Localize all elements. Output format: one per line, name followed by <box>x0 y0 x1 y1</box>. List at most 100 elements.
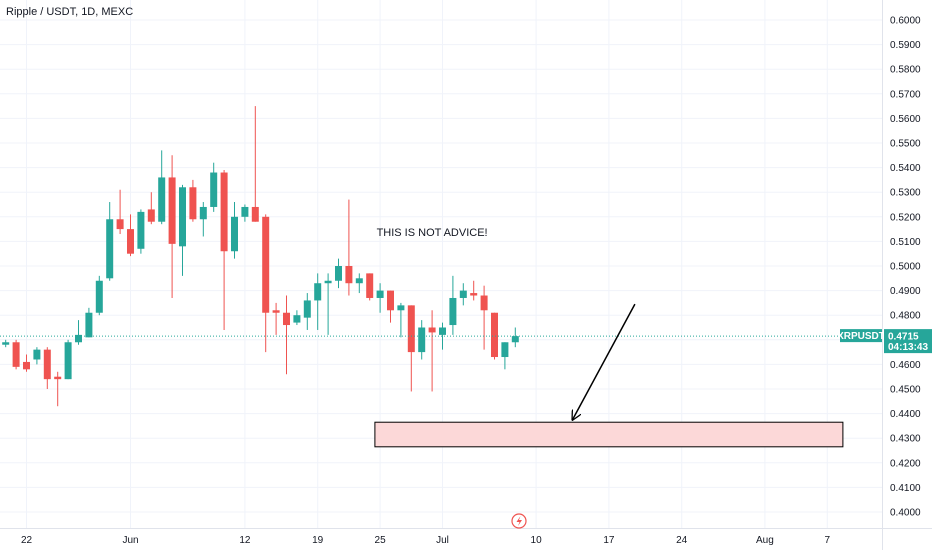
candle <box>397 302 405 338</box>
candle <box>283 295 290 375</box>
y-tick-label: 0.5500 <box>890 139 921 150</box>
candle <box>251 106 259 222</box>
candle-body <box>64 342 72 380</box>
arrow-drawing[interactable] <box>573 303 636 420</box>
support-zone[interactable] <box>374 421 844 448</box>
x-tick-label: Aug <box>756 535 774 546</box>
candle <box>189 179 197 222</box>
candle <box>241 204 249 222</box>
candle-body <box>75 334 82 343</box>
candle <box>480 285 488 350</box>
candle <box>12 339 20 370</box>
candle-body <box>231 216 238 252</box>
x-tick-label: Jul <box>436 535 449 546</box>
candle-body <box>106 219 114 279</box>
candle <box>64 339 72 380</box>
candle-body <box>470 293 478 296</box>
candle-body <box>189 187 197 220</box>
candle-body <box>2 342 10 345</box>
candle-body <box>397 305 405 311</box>
x-tick-label: 17 <box>603 535 615 546</box>
candle-body <box>127 229 134 254</box>
lightning-icon[interactable] <box>511 513 527 529</box>
y-tick-label: 0.4800 <box>890 311 921 322</box>
candle-body <box>387 290 394 311</box>
candle-body <box>54 376 62 380</box>
x-tick-label: 19 <box>312 535 324 546</box>
candle-body <box>251 206 259 222</box>
candle <box>355 273 363 294</box>
candle-body <box>43 349 51 380</box>
candle-body <box>407 305 415 353</box>
candle-body <box>220 172 228 252</box>
candle <box>220 170 228 330</box>
candle <box>168 155 176 298</box>
candle <box>501 342 509 370</box>
x-tick-label: 25 <box>375 535 387 546</box>
candle <box>345 199 353 296</box>
candle <box>439 322 446 350</box>
y-tick-label: 0.5100 <box>890 237 921 248</box>
candle <box>137 209 145 254</box>
candle-body <box>449 297 457 326</box>
candle-body <box>95 280 103 313</box>
y-tick-label: 0.5700 <box>890 89 921 100</box>
x-tick-label: 7 <box>825 535 831 546</box>
y-tick-label: 0.5300 <box>890 188 921 199</box>
candle-body <box>158 177 166 222</box>
candle <box>428 310 436 392</box>
y-tick-label: 0.5400 <box>890 163 921 174</box>
lightning-icon-bolt <box>516 516 522 526</box>
candle-body <box>283 312 290 326</box>
candle-body <box>324 280 332 284</box>
y-tick-label: 0.4400 <box>890 409 921 420</box>
price-tag-box <box>884 329 932 354</box>
x-tick-label: 22 <box>21 535 33 546</box>
candle <box>210 162 218 212</box>
y-tick-label: 0.4600 <box>890 360 921 371</box>
candle-body <box>491 312 498 358</box>
candle <box>23 354 30 372</box>
symbol-title: Ripple / USDT, 1D, MEXC <box>6 6 133 18</box>
candle-body <box>376 290 384 298</box>
candle-body <box>355 278 363 284</box>
candle-body <box>428 327 436 333</box>
candle <box>491 312 498 360</box>
candle <box>366 273 374 301</box>
candle-body <box>345 266 353 284</box>
candle <box>158 150 166 225</box>
candle <box>459 283 467 306</box>
candle-body <box>439 327 446 335</box>
x-tick-label: 24 <box>676 535 688 546</box>
candle <box>303 293 311 330</box>
candle <box>127 214 134 257</box>
candle-body <box>137 211 145 249</box>
candle <box>407 305 415 392</box>
y-tick-label: 0.4500 <box>890 385 921 396</box>
candle-body <box>303 300 311 318</box>
candle <box>54 371 62 407</box>
annotation-text[interactable]: THIS IS NOT ADVICE! <box>377 227 488 239</box>
candle <box>449 275 457 335</box>
y-tick-label: 0.4200 <box>890 458 921 469</box>
candle <box>147 192 155 225</box>
candle <box>179 184 186 276</box>
candle <box>293 310 301 326</box>
candle-body <box>23 361 30 370</box>
candle-body <box>199 206 207 220</box>
y-tick-label: 0.5600 <box>890 114 921 125</box>
candle-body <box>241 206 249 217</box>
candle <box>376 283 384 313</box>
candle-body <box>366 273 374 298</box>
x-tick-label: 10 <box>531 535 543 546</box>
y-tick-label: 0.6000 <box>890 16 921 27</box>
candle-body <box>335 266 342 281</box>
candle-body <box>262 216 270 313</box>
candle-body <box>116 219 124 230</box>
candle <box>116 189 124 235</box>
symbol-tag-label: XRPUSDT <box>837 331 885 342</box>
candle-body <box>168 177 176 244</box>
candle <box>106 202 114 281</box>
candle <box>387 290 394 323</box>
